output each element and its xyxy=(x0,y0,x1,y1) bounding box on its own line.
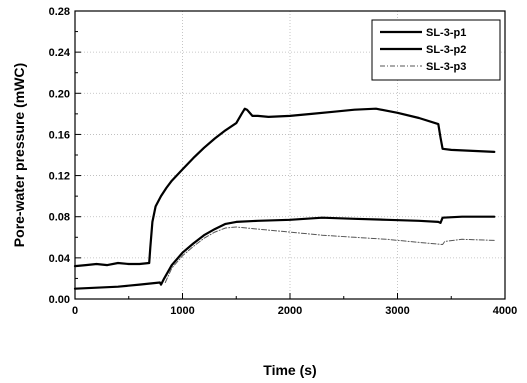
y-tick-label: 0.20 xyxy=(49,88,70,100)
legend-label-sl-3-p2: SL-3-p2 xyxy=(426,44,466,56)
y-tick-label: 0.00 xyxy=(49,294,70,306)
legend-label-sl-3-p3: SL-3-p3 xyxy=(426,61,466,73)
series-line-sl-3-p2 xyxy=(73,215,496,290)
series-line-sl-3-p1 xyxy=(73,107,496,268)
y-tick-label: 0.12 xyxy=(49,171,70,183)
axis-tick-labels: 0 1000 2000 3000 4000 0.00 0.04 0.08 0.12 0.16 0.2… xyxy=(49,6,518,317)
series-line-sl-3-p3 xyxy=(164,226,495,283)
x-tick-label: 1000 xyxy=(170,305,194,317)
y-tick-label: 0.16 xyxy=(49,129,70,141)
x-tick-label: 3000 xyxy=(385,305,409,317)
legend: SL-3-p1 SL-3-p2 SL-3-p3 xyxy=(371,19,501,81)
x-tick-label: 4000 xyxy=(493,305,517,317)
y-tick-label: 0.08 xyxy=(49,212,70,224)
x-tick-label: 2000 xyxy=(278,305,302,317)
y-tick-label: 0.24 xyxy=(49,47,71,59)
axis-ticks xyxy=(74,10,506,300)
series-layer xyxy=(73,107,496,290)
y-tick-label: 0.04 xyxy=(49,253,71,265)
x-axis-title: Time (s) xyxy=(263,362,316,378)
legend-label-sl-3-p1: SL-3-p1 xyxy=(426,27,466,39)
y-axis-title: Pore-water pressure (mWC) xyxy=(11,63,27,247)
y-tick-label: 0.28 xyxy=(49,6,70,18)
x-tick-label: 0 xyxy=(72,305,78,317)
